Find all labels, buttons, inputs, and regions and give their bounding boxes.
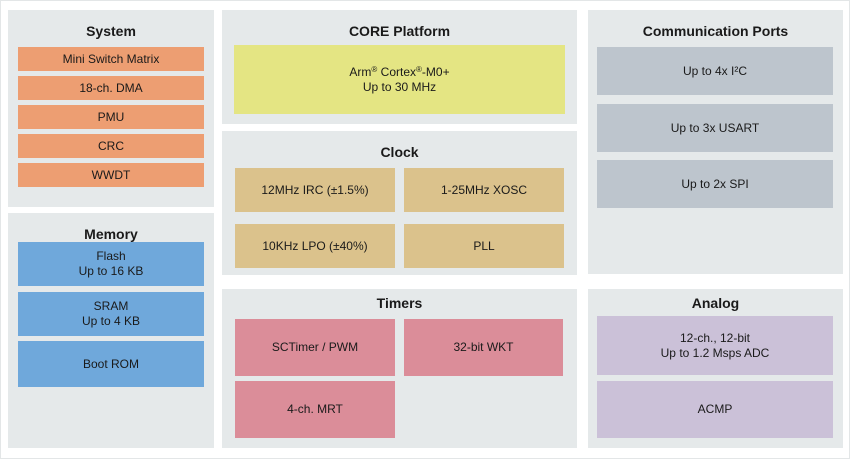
block-label: PLL xyxy=(473,238,495,253)
panel-communication-ports: Communication Ports Up to 4x I²C Up to 3… xyxy=(588,10,843,274)
panel-title-timers: Timers xyxy=(376,295,423,311)
panel-title-communication-ports: Communication Ports xyxy=(642,23,789,39)
block-flash: Flash Up to 16 KB xyxy=(18,242,204,286)
panel-core-platform: CORE Platform Arm® Cortex®-M0+ Up to 30 … xyxy=(222,10,577,124)
panel-title-clock: Clock xyxy=(380,144,419,160)
panel-title-core-platform: CORE Platform xyxy=(348,23,451,39)
block-label-line2: Up to 4 KB xyxy=(81,314,141,328)
block-mini-switch-matrix: Mini Switch Matrix xyxy=(18,47,204,71)
block-wwdt: WWDT xyxy=(18,163,204,187)
block-pmu: PMU xyxy=(18,105,204,129)
block-label: SCTimer / PWM xyxy=(271,340,359,354)
block-label-line1: SRAM xyxy=(93,299,129,313)
block-label-line1: 12-ch., 12-bit xyxy=(679,330,751,345)
block-label: Up to 4x I²C xyxy=(682,63,748,78)
block-wkt: 32-bit WKT xyxy=(404,319,563,376)
block-arm-cortex-m0plus: Arm® Cortex®-M0+ Up to 30 MHz xyxy=(234,45,565,114)
block-label: Mini Switch Matrix xyxy=(62,51,160,66)
block-i2c: Up to 4x I²C xyxy=(597,47,833,95)
block-label-line2: Up to 1.2 Msps ADC xyxy=(660,345,770,360)
block-label: 18-ch. DMA xyxy=(79,80,143,95)
block-adc: 12-ch., 12-bit Up to 1.2 Msps ADC xyxy=(597,316,833,375)
block-label: 32-bit WKT xyxy=(453,340,514,354)
block-label-line1: Flash xyxy=(96,249,126,263)
block-label: 12MHz IRC (±1.5%) xyxy=(261,182,369,197)
block-boot-rom: Boot ROM xyxy=(18,341,204,387)
panel-system: System Mini Switch Matrix 18-ch. DMA PMU… xyxy=(8,10,214,207)
block-acmp: ACMP xyxy=(597,381,833,438)
block-irc: 12MHz IRC (±1.5%) xyxy=(235,168,395,212)
block-label: Up to 2x SPI xyxy=(681,176,749,191)
block-spi: Up to 2x SPI xyxy=(597,160,833,208)
panel-analog: Analog 12-ch., 12-bit Up to 1.2 Msps ADC… xyxy=(588,289,843,448)
panel-memory: Memory Flash Up to 16 KB SRAM Up to 4 KB… xyxy=(8,213,214,448)
block-dma: 18-ch. DMA xyxy=(18,76,204,100)
block-label: Up to 3x USART xyxy=(670,120,760,135)
cpu-name-part: -M0+ xyxy=(421,64,450,79)
block-label: 1-25MHz XOSC xyxy=(440,182,528,197)
block-lpo: 10KHz LPO (±40%) xyxy=(235,224,395,268)
panel-title-analog: Analog xyxy=(691,295,740,311)
block-label-line2: Up to 30 MHz xyxy=(362,79,437,94)
panel-title-system: System xyxy=(86,23,136,39)
block-pll: PLL xyxy=(404,224,564,268)
block-sctimer-pwm: SCTimer / PWM xyxy=(235,319,395,376)
panel-timers: Timers SCTimer / PWM 32-bit WKT 4-ch. MR… xyxy=(222,289,577,448)
block-sram: SRAM Up to 4 KB xyxy=(18,292,204,336)
block-usart: Up to 3x USART xyxy=(597,104,833,152)
panel-clock: Clock 12MHz IRC (±1.5%) 1-25MHz XOSC 10K… xyxy=(222,131,577,275)
block-label: Boot ROM xyxy=(82,356,139,371)
block-label-line2: Up to 16 KB xyxy=(78,264,144,278)
block-label: PMU xyxy=(97,109,125,124)
registered-trademark-symbol: ® xyxy=(416,64,422,74)
block-mrt: 4-ch. MRT xyxy=(235,381,395,438)
block-label: 10KHz LPO (±40%) xyxy=(262,238,368,253)
block-label: ACMP xyxy=(697,402,733,416)
block-label-line1: Arm® Cortex®-M0+ xyxy=(349,65,449,80)
block-label: WWDT xyxy=(91,167,131,182)
block-label: CRC xyxy=(98,138,124,153)
block-label: 4-ch. MRT xyxy=(287,402,343,416)
cpu-name-part: Cortex xyxy=(377,64,416,79)
panel-title-memory: Memory xyxy=(84,226,138,242)
registered-trademark-symbol: ® xyxy=(371,64,378,74)
cpu-name-part: Arm xyxy=(349,64,372,79)
block-crc: CRC xyxy=(18,134,204,158)
block-xosc: 1-25MHz XOSC xyxy=(404,168,564,212)
